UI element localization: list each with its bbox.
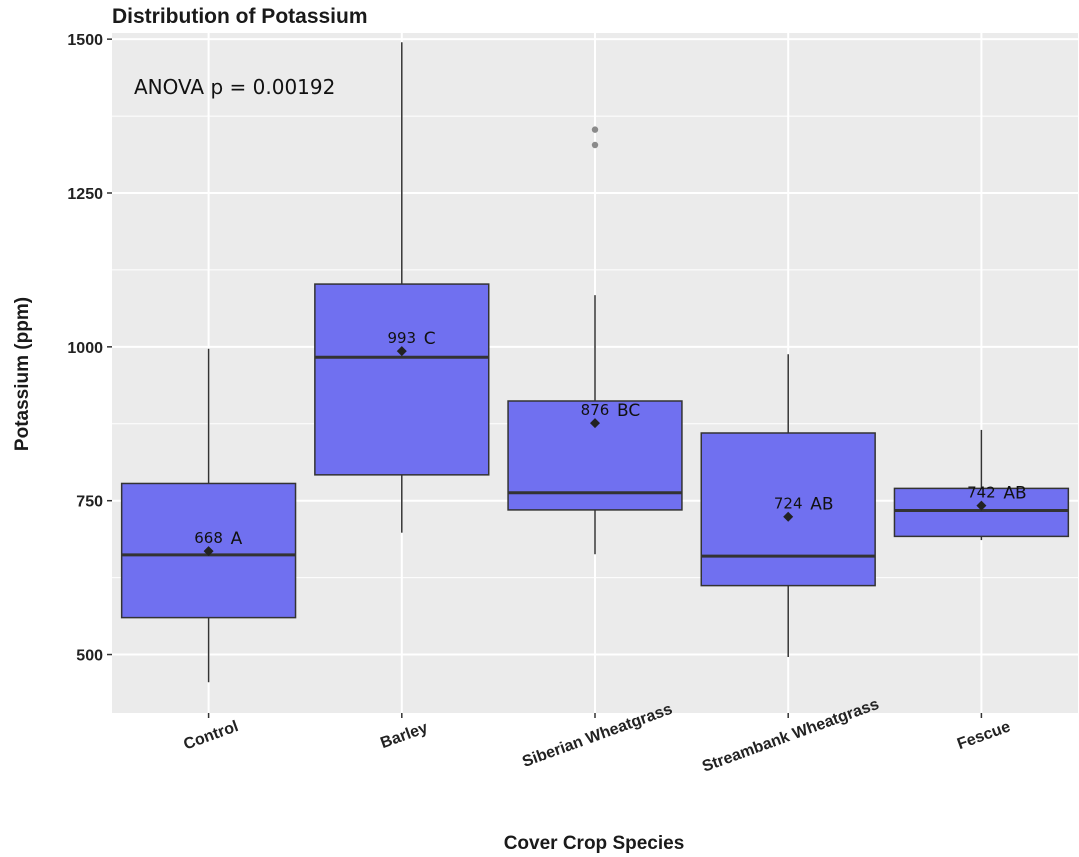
mean-marker	[590, 418, 600, 429]
x-axis-title: Cover Crop Species	[504, 833, 685, 854]
y-tick-label: 1500	[67, 32, 103, 49]
box-group: 993 C	[314, 42, 490, 533]
box-iqr	[700, 432, 876, 587]
group-letter-label: AB	[1003, 484, 1026, 504]
box-iqr	[893, 487, 1070, 538]
y-axis-title: Potassium (ppm)	[12, 297, 33, 451]
group-letter-label: AB	[810, 495, 833, 515]
mean-label: 668	[194, 529, 223, 547]
anova-annotation: ANOVA p = 0.00192	[134, 75, 335, 99]
chart-title: Distribution of Potassium	[112, 5, 368, 28]
group-letter-label: A	[231, 529, 243, 549]
y-tick-label: 1000	[67, 340, 103, 357]
mean-label: 742	[967, 484, 996, 502]
box-group: 724 AB	[700, 354, 876, 657]
y-tick-label: 500	[76, 648, 103, 665]
group-letter-label: C	[424, 329, 436, 349]
y-tick-label: 1250	[67, 186, 103, 203]
mean-label: 876	[581, 401, 610, 419]
mean-label: 724	[774, 495, 803, 513]
x-category-label: Fescue	[955, 718, 1013, 753]
box-group: 876 BC	[507, 126, 683, 555]
y-axis: 500 750 1000 1250 1500	[67, 32, 112, 665]
box-group: 742 AB	[893, 429, 1070, 541]
mean-marker	[976, 500, 987, 511]
boxes-layer: 668 A 993 C 876 BC 724 AB 742 AB	[120, 42, 1070, 683]
mean-label: 993	[387, 329, 416, 347]
box-group: 668 A	[120, 348, 297, 683]
mean-marker	[203, 546, 214, 557]
outlier-point	[591, 141, 599, 149]
y-tick-label: 750	[76, 494, 103, 511]
mean-marker	[396, 346, 407, 357]
x-category-label: Barley	[378, 719, 430, 752]
x-category-label: Control	[181, 718, 240, 753]
box-iqr	[314, 283, 490, 476]
group-letter-label: BC	[617, 401, 640, 421]
mean-marker	[783, 511, 794, 522]
outlier-point	[591, 126, 599, 133]
